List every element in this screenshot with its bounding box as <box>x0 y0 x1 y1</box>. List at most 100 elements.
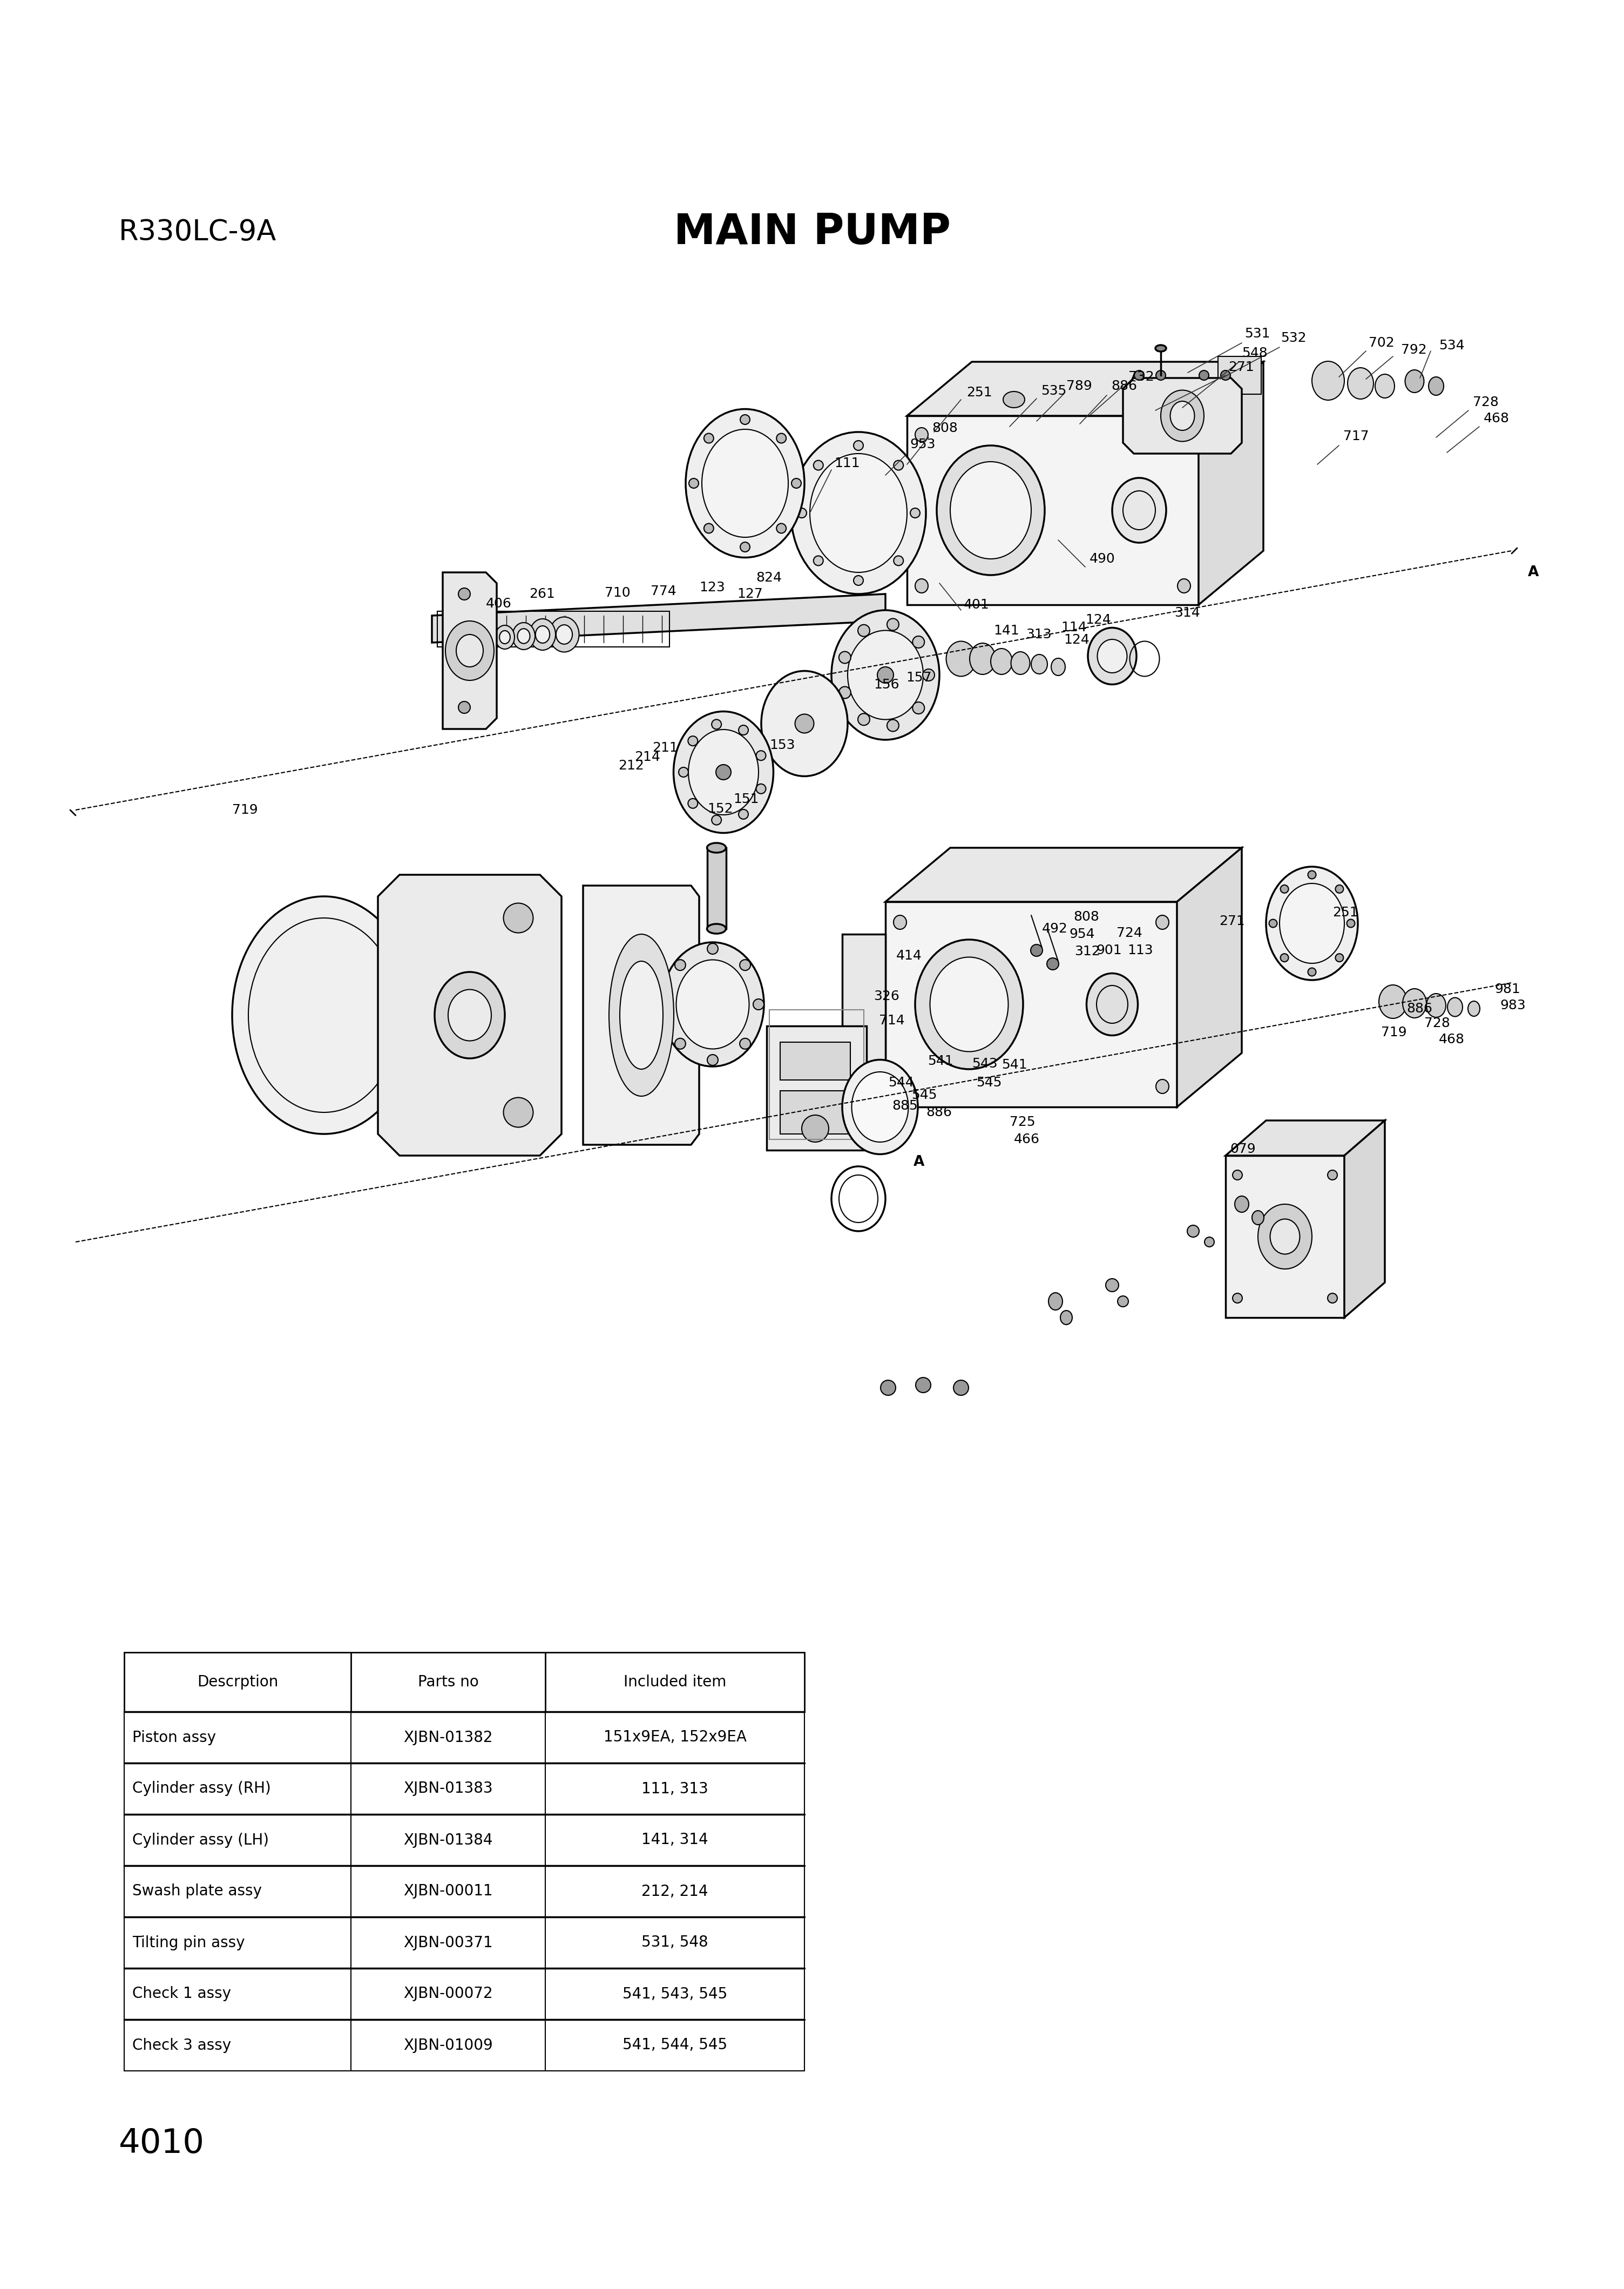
Ellipse shape <box>911 508 919 517</box>
Ellipse shape <box>512 623 534 650</box>
Ellipse shape <box>1177 579 1190 593</box>
Ellipse shape <box>916 1378 931 1392</box>
Text: 212, 214: 212, 214 <box>641 1884 708 1900</box>
Ellipse shape <box>1233 1293 1242 1302</box>
Text: 543: 543 <box>971 1058 997 1071</box>
Text: 141: 141 <box>994 625 1020 636</box>
Text: 710: 710 <box>604 586 630 600</box>
Text: Swash plate assy: Swash plate assy <box>132 1884 261 1900</box>
Ellipse shape <box>1252 1211 1263 1225</box>
Ellipse shape <box>854 575 864 586</box>
Text: 406: 406 <box>486 597 512 611</box>
Ellipse shape <box>1335 886 1343 893</box>
Ellipse shape <box>1161 389 1203 442</box>
Ellipse shape <box>887 618 898 629</box>
Ellipse shape <box>814 460 823 469</box>
Text: 724: 724 <box>1117 927 1142 938</box>
Ellipse shape <box>1346 920 1354 927</box>
Polygon shape <box>1218 357 1262 394</box>
Text: 719: 719 <box>232 803 258 817</box>
Text: 123: 123 <box>700 581 724 593</box>
Ellipse shape <box>1221 371 1231 380</box>
Ellipse shape <box>831 611 939 739</box>
Ellipse shape <box>913 703 924 714</box>
Polygon shape <box>1177 847 1242 1108</box>
Text: 313: 313 <box>1026 627 1051 641</box>
Polygon shape <box>1345 1122 1385 1318</box>
Text: 717: 717 <box>1343 430 1369 442</box>
Ellipse shape <box>840 687 851 698</box>
Bar <box>123 2019 804 2072</box>
Ellipse shape <box>1156 371 1166 380</box>
Polygon shape <box>843 934 885 1074</box>
Text: 774: 774 <box>651 584 676 597</box>
Text: 534: 534 <box>1439 339 1465 353</box>
Ellipse shape <box>893 460 903 469</box>
Ellipse shape <box>674 712 773 833</box>
Ellipse shape <box>791 478 801 488</box>
Ellipse shape <box>1234 1197 1249 1213</box>
Text: 981: 981 <box>1494 982 1520 996</box>
Text: Cylinder assy (LH): Cylinder assy (LH) <box>132 1833 270 1847</box>
Ellipse shape <box>741 542 750 552</box>
Ellipse shape <box>991 648 1012 675</box>
Text: 079: 079 <box>1229 1142 1255 1156</box>
Ellipse shape <box>703 433 713 444</box>
Ellipse shape <box>458 588 471 600</box>
Text: 886: 886 <box>1406 1003 1432 1016</box>
Ellipse shape <box>1335 955 1343 961</box>
Ellipse shape <box>716 765 731 781</box>
Ellipse shape <box>706 925 726 934</box>
Bar <box>123 1763 804 1815</box>
Ellipse shape <box>1031 945 1043 957</box>
Ellipse shape <box>947 641 976 675</box>
Text: Check 1 assy: Check 1 assy <box>132 1987 231 2001</box>
Ellipse shape <box>708 943 718 955</box>
Ellipse shape <box>448 989 492 1041</box>
Ellipse shape <box>1098 639 1127 673</box>
Text: XJBN-01383: XJBN-01383 <box>403 1781 492 1797</box>
Ellipse shape <box>914 428 927 442</box>
Ellipse shape <box>1405 371 1424 394</box>
Ellipse shape <box>1106 1280 1119 1291</box>
Text: 141, 314: 141, 314 <box>641 1833 708 1847</box>
Text: 111, 313: 111, 313 <box>641 1781 708 1797</box>
Text: Piston assy: Piston assy <box>132 1730 216 1744</box>
Ellipse shape <box>1379 984 1406 1019</box>
Text: 151: 151 <box>732 792 758 806</box>
Polygon shape <box>1199 362 1263 604</box>
Text: 808: 808 <box>932 421 958 435</box>
Text: A: A <box>913 1156 924 1170</box>
Polygon shape <box>583 886 700 1144</box>
Ellipse shape <box>757 783 767 794</box>
Ellipse shape <box>456 634 484 666</box>
Text: 212: 212 <box>619 760 645 771</box>
Bar <box>770 1009 864 1140</box>
Polygon shape <box>432 593 885 643</box>
Ellipse shape <box>776 524 786 533</box>
Ellipse shape <box>495 625 515 650</box>
Ellipse shape <box>1280 884 1345 964</box>
Ellipse shape <box>484 632 494 643</box>
Ellipse shape <box>1468 1000 1479 1016</box>
Ellipse shape <box>797 508 807 517</box>
Text: Included item: Included item <box>624 1676 726 1689</box>
Polygon shape <box>443 572 497 728</box>
Ellipse shape <box>840 652 851 664</box>
Ellipse shape <box>1051 659 1065 675</box>
Text: 531, 548: 531, 548 <box>641 1934 708 1950</box>
Ellipse shape <box>1267 868 1358 980</box>
Text: XJBN-00072: XJBN-00072 <box>403 1987 492 2001</box>
Polygon shape <box>1122 378 1242 453</box>
Text: 983: 983 <box>1501 998 1525 1012</box>
Text: MAIN PUMP: MAIN PUMP <box>674 211 950 252</box>
Ellipse shape <box>887 719 898 732</box>
Text: 211: 211 <box>653 742 677 755</box>
Ellipse shape <box>661 998 672 1009</box>
Polygon shape <box>1226 1156 1345 1318</box>
Ellipse shape <box>937 446 1044 575</box>
Ellipse shape <box>757 751 767 760</box>
Ellipse shape <box>706 842 726 852</box>
Ellipse shape <box>1312 362 1345 401</box>
Text: 719: 719 <box>1380 1025 1406 1039</box>
